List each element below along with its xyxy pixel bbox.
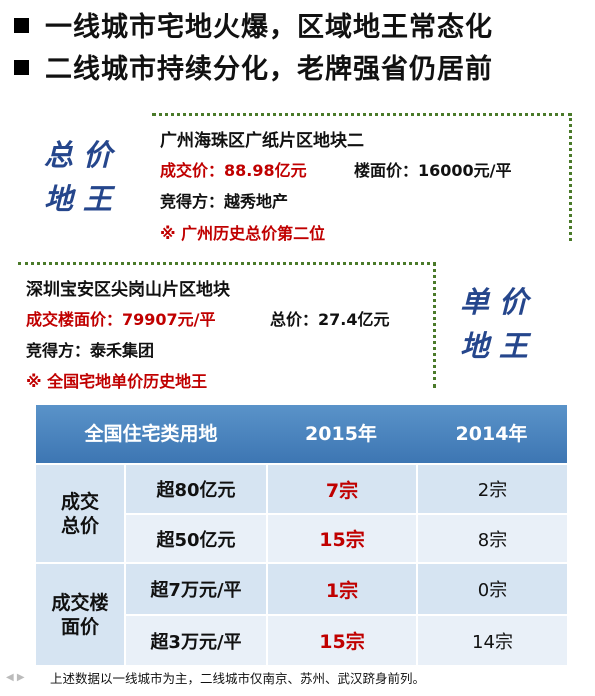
total-price-label: 总价 地王 [44,133,122,221]
total-king-price: 成交价：88.98亿元 [160,161,307,180]
header-category: 全国住宅类用地 [84,423,218,445]
total-king-buyer: 竞得方：越秀地产 [160,192,289,211]
total-king-title: 广州海珠区广纸片区地块二 [160,131,364,151]
unit-king-title: 深圳宝安区尖岗山片区地块 [26,280,230,300]
value-2015-cell: 15宗 [268,616,416,665]
total-price-label-line1: 总价 [44,138,123,172]
dotted-border-top-2 [18,262,436,265]
value-2014-cell: 8宗 [418,515,567,562]
value-2014-cell: 2宗 [418,465,567,513]
value-2014-cell: 14宗 [418,616,567,665]
dotted-border-right-1 [569,113,572,241]
value-2015-cell: 1宗 [268,564,416,614]
criterion-cell: 超80亿元 [126,465,266,513]
headline-1: 一线城市宅地火爆，区域地王常态化 [8,5,493,44]
total-king-floor-price: 楼面价：16000元/平 [354,161,512,180]
group-total-price-line2: 总价 [60,514,99,537]
value-2015-cell: 7宗 [268,465,416,513]
header-2014: 2014年 [455,423,528,445]
unit-price-label-line1: 单价 [460,285,539,319]
bullet-square-icon [14,18,29,33]
unit-king-price: 成交楼面价：79907元/平 [26,310,216,329]
headline-2-text: 二线城市持续分化，老牌强省仍居前 [45,54,493,85]
value-2014-cell: 0宗 [418,564,567,614]
group-floor-price: 成交楼 面价 [36,564,124,665]
total-price-label-line2: 地王 [44,182,123,216]
dotted-border-top-1 [152,113,572,116]
unit-king-total-price: 总价：27.4亿元 [270,310,390,329]
value-2015-cell: 15宗 [268,515,416,562]
table-header: 全国住宅类用地 2015年 2014年 [36,405,567,463]
criterion-cell: 超7万元/平 [126,564,266,614]
footnote: 上述数据以一线城市为主，二线城市仅南京、苏州、武汉跻身前列。 [50,671,426,686]
bullet-square-icon [14,60,29,75]
headline-2: 二线城市持续分化，老牌强省仍居前 [8,47,493,86]
unit-price-label: 单价 地王 [460,280,538,368]
criterion-cell: 超50亿元 [126,515,266,562]
group-total-price-line1: 成交 [60,490,99,513]
group-floor-price-line2: 面价 [60,615,99,638]
unit-price-label-line2: 地王 [460,329,539,363]
dotted-border-right-2 [433,262,436,388]
group-floor-price-line1: 成交楼 [51,591,109,614]
unit-king-note: ※ 全国宅地单价历史地王 [26,372,208,391]
nav-arrows-icon[interactable]: ◀ ▶ [6,672,25,683]
criterion-cell: 超3万元/平 [126,616,266,665]
group-total-price: 成交 总价 [36,465,124,562]
headline-1-text: 一线城市宅地火爆，区域地王常态化 [45,12,493,43]
unit-king-buyer: 竞得方：泰禾集团 [26,341,155,360]
total-king-note: ※ 广州历史总价第二位 [160,224,326,243]
header-2015: 2015年 [305,423,377,445]
